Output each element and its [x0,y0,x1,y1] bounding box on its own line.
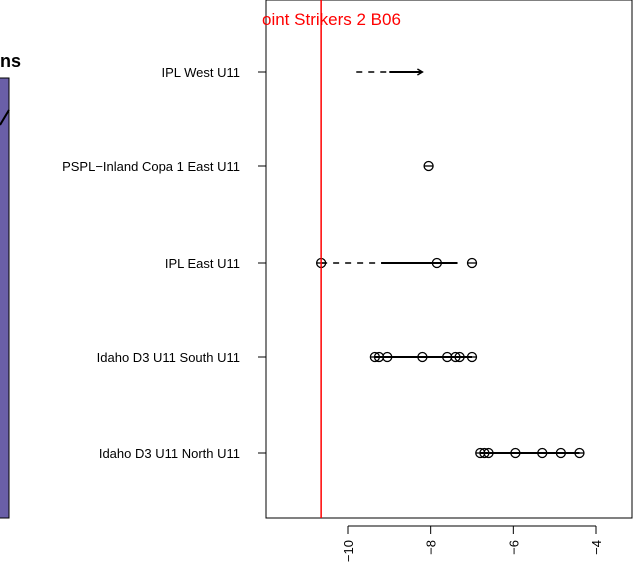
y-tick-label: PSPL−Inland Copa 1 East U11 [62,159,240,174]
left-panel-fragment [0,77,10,519]
y-tick-label: IPL West U11 [161,65,240,80]
x-tick-label: −8 [424,540,439,555]
x-axis: −10 −8 −6 −4 [341,525,604,562]
y-tick-label: Idaho D3 U11 North U11 [99,446,240,461]
plot-frame [265,0,633,519]
x-tick-label: −4 [589,540,604,555]
y-axis: IPL West U11 PSPL−Inland Copa 1 East U11 I… [62,65,266,461]
chart-marks [315,68,585,459]
left-panel-title-fragment: ns [0,51,21,71]
x-tick-label: −10 [341,540,356,562]
x-tick-label: −6 [506,540,521,555]
y-tick-label: IPL East U11 [165,256,240,271]
y-tick-label: Idaho D3 U11 South U11 [97,350,240,365]
range-arrowhead [417,68,424,76]
left-panel-line-fragment [0,109,10,126]
chart-title: oint Strikers 2 B06 [262,10,401,29]
